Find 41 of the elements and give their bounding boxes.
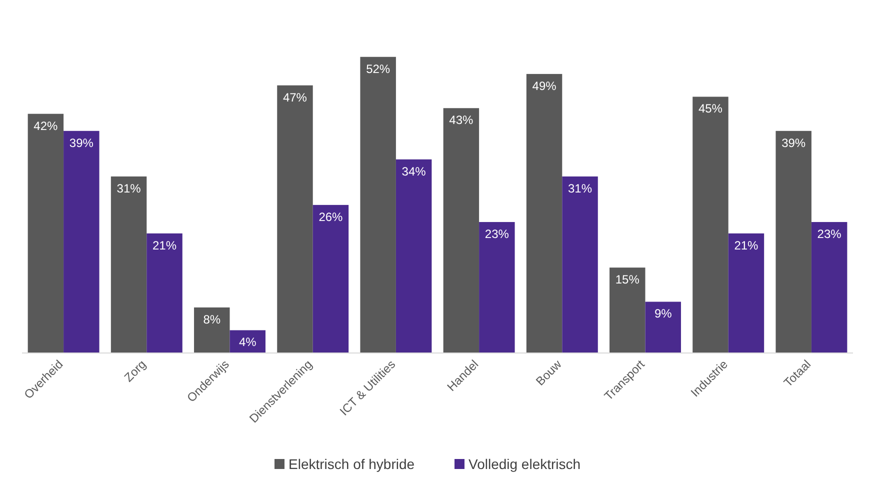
data-label: 31% — [568, 181, 592, 196]
bar — [110, 176, 147, 353]
bar — [479, 222, 515, 353]
data-label: 4% — [238, 335, 257, 350]
bar — [526, 74, 562, 353]
bar — [360, 56, 396, 353]
bar — [811, 222, 848, 353]
bar — [396, 159, 432, 353]
data-label: 39% — [69, 136, 94, 150]
bar — [194, 307, 230, 353]
bar — [28, 114, 64, 353]
data-label: 34% — [402, 164, 426, 178]
bar — [312, 204, 349, 353]
bar — [610, 268, 646, 353]
data-label: 23% — [817, 227, 842, 242]
data-label: 15% — [615, 272, 640, 287]
bar — [64, 130, 100, 353]
data-label: 21% — [152, 238, 177, 252]
data-label: 26% — [318, 210, 344, 224]
data-label: 49% — [532, 78, 557, 93]
bar — [562, 176, 598, 353]
data-label: 39% — [782, 136, 806, 150]
bar — [692, 96, 728, 353]
data-label: 42% — [34, 118, 58, 133]
data-label: 47% — [282, 90, 308, 104]
legend-label: Volledig elektrisch — [468, 456, 581, 472]
data-label: 23% — [484, 227, 510, 242]
bar — [645, 302, 681, 353]
data-label: 8% — [203, 312, 221, 326]
data-label: 43% — [449, 113, 474, 128]
data-label: 52% — [366, 62, 390, 76]
data-label: 45% — [698, 102, 723, 116]
bar — [146, 233, 182, 353]
legend-label: Elektrisch of hybride — [288, 456, 415, 472]
bar — [776, 130, 812, 353]
bar — [728, 233, 764, 353]
bar — [277, 85, 313, 353]
data-label: 9% — [654, 306, 672, 321]
bar — [443, 108, 480, 353]
data-label: 21% — [734, 238, 759, 252]
data-label: 31% — [116, 181, 142, 196]
